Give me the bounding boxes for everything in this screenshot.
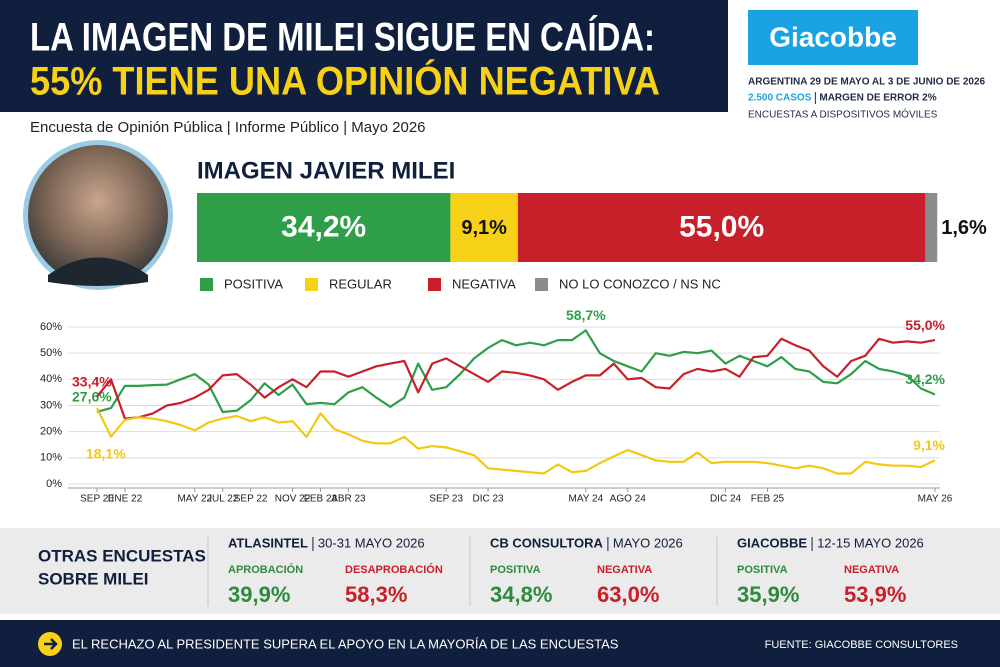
line-value-label: 18,1% [86,445,126,461]
poll-date: 12-15 MAYO 2026 [817,535,924,550]
line-value-label: 27,6% [72,388,112,404]
y-tick-label: 40% [40,373,62,385]
other-polls-title: OTRAS ENCUESTAS [38,546,206,565]
poll-metric-value: 58,3% [345,582,407,607]
brand-margin: MARGEN DE ERROR 2% [819,93,936,104]
legend-label: NO LO CONOZCO / NS NC [559,276,721,291]
x-tick-label: ENE 22 [108,494,143,505]
logo: Giacobbe [769,21,897,52]
poll-metric-label: DESAPROBACIÓN [345,563,443,576]
x-tick-label: FEB 25 [751,494,785,505]
poll-metric-value: 34,8% [490,582,552,607]
legend-swatch [200,278,213,291]
x-tick-label: DIC 24 [710,494,742,505]
brand-line-3: ENCUESTAS A DISPOSITIVOS MÓVILES [748,108,938,121]
brand-cases: 2.500 CASOS [748,93,812,104]
title-line-1: LA IMAGEN DE MILEI SIGUE EN CAÍDA: [30,15,655,60]
poll-metric-value: 39,9% [228,582,290,607]
x-tick-label: SEP 23 [429,494,463,505]
x-tick-label: SEP 22 [234,494,268,505]
legend-swatch [305,278,318,291]
poll-metric-value: 63,0% [597,582,659,607]
poll-date: MAYO 2026 [613,535,683,550]
x-tick-label: MAY 26 [918,494,953,505]
y-tick-label: 30% [40,399,62,411]
bar-value-label: 1,6% [941,217,987,239]
x-tick-label: AGO 24 [610,494,647,505]
poll-metric-label: APROBACIÓN [228,563,303,576]
line-series [96,329,936,414]
legend-swatch [535,278,548,291]
x-tick-label: JUL 22 [207,494,239,505]
brand-line-1: ARGENTINA 29 DE MAYO AL 3 DE JUNIO DE 20… [748,77,986,88]
photo [28,145,168,285]
legend-label: POSITIVA [224,276,283,291]
line-value-label: 33,4% [72,373,112,389]
bar-segment [450,193,518,262]
photo-suit [48,257,148,286]
x-tick-label: MAY 22 [177,494,212,505]
line-value-label: 58,7% [566,307,606,323]
footer-message: EL RECHAZO AL PRESIDENTE SUPERA EL APOYO… [72,636,619,651]
x-tick-label: NOV 22 [275,494,311,505]
line-value-label: 9,1% [913,437,945,453]
x-tick-label: FEB 23 [304,494,338,505]
bar-segment [197,193,451,262]
poll-metric-value: 53,9% [844,582,906,607]
poll-metric-label: NEGATIVA [844,564,899,576]
x-tick-label: MAY 24 [569,494,604,505]
header-band [0,0,728,112]
other-polls-title: SOBRE MILEI [38,569,149,588]
y-tick-label: 0% [46,478,62,490]
footer-source: FUENTE: GIACOBBE CONSULTORES [765,639,958,651]
poll-date: 30-31 MAYO 2026 [318,535,425,550]
line-series [96,337,936,420]
poll-metric-label: NEGATIVA [597,564,652,576]
poll-metric-label: POSITIVA [490,564,541,576]
x-tick-label: ABR 23 [331,494,366,505]
bar-value-label: 55,0% [679,210,764,243]
poll-name: CB CONSULTORA [490,535,604,550]
footer-band [0,620,1000,667]
bar-title: IMAGEN JAVIER MILEI [197,157,455,184]
subtitle: Encuesta de Opinión Pública | Informe Pú… [30,119,426,136]
bar-value-label: 9,1% [461,217,507,239]
bar-segment [925,193,938,262]
line-value-label: 34,2% [905,371,945,387]
x-tick-label: DIC 23 [473,494,505,505]
poll-name: GIACOBBE [737,535,807,550]
legend-label: NEGATIVA [452,276,516,291]
footer-arrow [44,638,58,650]
y-tick-label: 20% [40,426,62,438]
other-polls-panel [0,528,1000,614]
line-value-label: 55,0% [905,317,945,333]
legend-swatch [428,278,441,291]
logo-box [748,10,918,65]
y-tick-label: 50% [40,347,62,359]
title-line-2: 55% TIENE UNA OPINIÓN NEGATIVA [30,58,660,104]
bar-value-label: 34,2% [281,210,366,243]
bar-segment [517,193,926,262]
poll-metric-value: 35,9% [737,582,799,607]
legend-label: REGULAR [329,276,392,291]
y-tick-label: 60% [40,321,62,333]
poll-name: ATLASINTEL [228,535,308,550]
y-tick-label: 10% [40,452,62,464]
line-series [96,407,936,475]
poll-metric-label: POSITIVA [737,564,788,576]
x-tick-label: SEP 20 [80,494,114,505]
